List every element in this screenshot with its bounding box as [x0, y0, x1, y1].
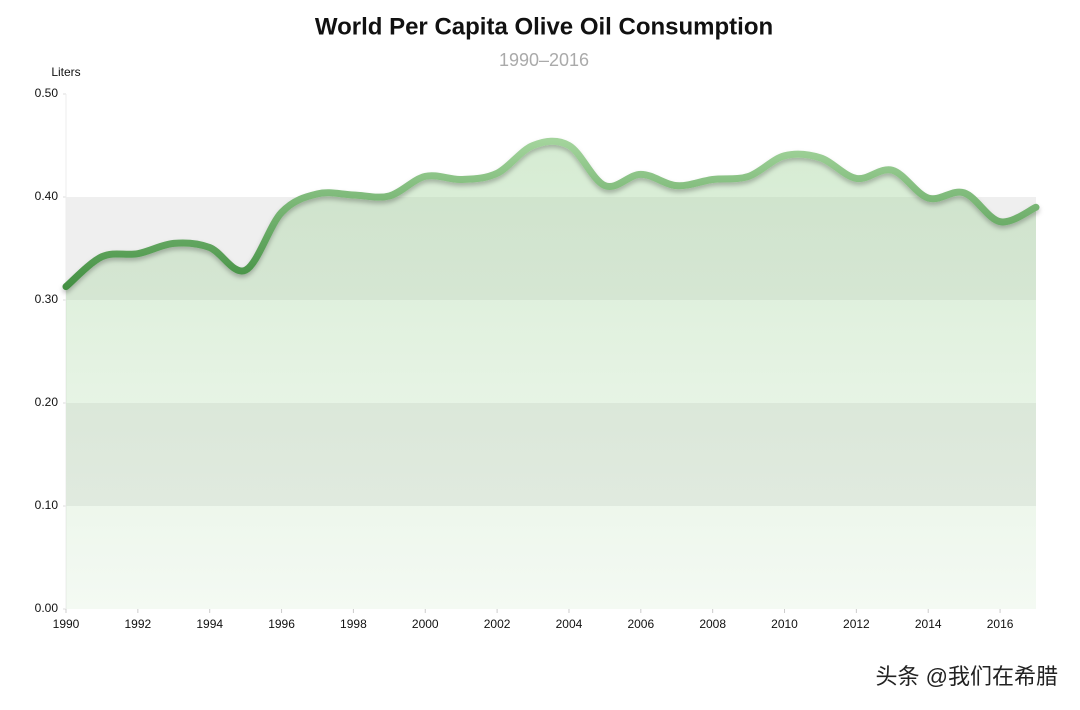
y-tick-label: 0.50: [35, 86, 59, 100]
line: [62, 137, 1040, 291]
y-tick-label: 0.40: [35, 189, 59, 203]
x-tick-label: 1990: [53, 617, 80, 631]
x-tick-label: 1996: [268, 617, 295, 631]
x-tick-label: 2006: [627, 617, 654, 631]
chart-title: World Per Capita Olive Oil Consumption: [315, 13, 773, 40]
x-tick-label: 2000: [412, 617, 439, 631]
y-tick-label: 0.20: [35, 395, 59, 409]
y-tick-label: 0.30: [35, 292, 59, 306]
x-tick-label: 2010: [771, 617, 798, 631]
x-tick-label: 2014: [915, 617, 942, 631]
x-tick-label: 1998: [340, 617, 367, 631]
x-tick-label: 1994: [196, 617, 223, 631]
chart-subtitle: 1990–2016: [499, 50, 589, 70]
x-tick-label: 2012: [843, 617, 870, 631]
x-tick-label: 1992: [125, 617, 152, 631]
x-tick-label: 2008: [699, 617, 726, 631]
y-tick-label: 0.10: [35, 498, 59, 512]
watermark: 头条 @我们在希腊: [876, 664, 1058, 689]
x-tick-label: 2016: [987, 617, 1014, 631]
x-tick-label: 2002: [484, 617, 511, 631]
area: [66, 141, 1036, 610]
y-axis-label: Liters: [51, 65, 80, 79]
y-tick-label: 0.00: [35, 601, 59, 615]
x-tick-label: 2004: [556, 617, 583, 631]
